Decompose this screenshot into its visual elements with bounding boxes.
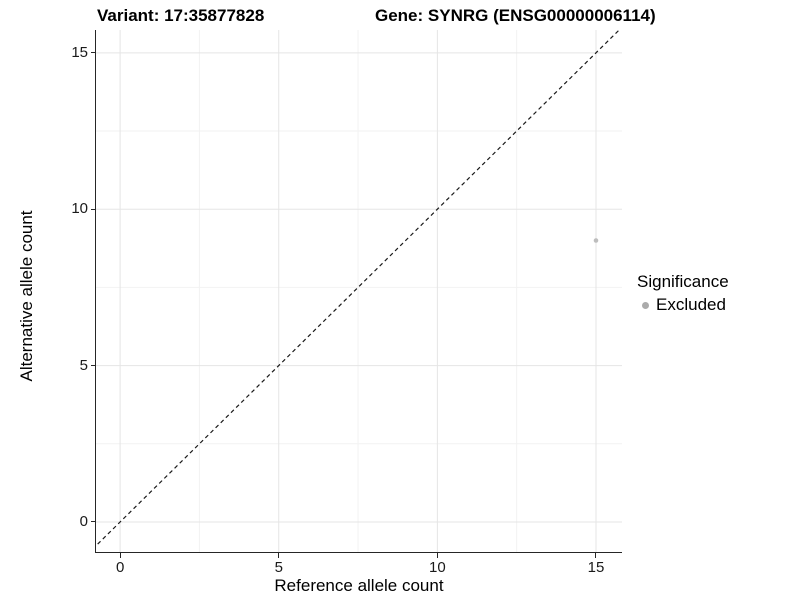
legend: Significance Excluded [637,272,729,315]
legend-key [637,297,654,314]
y-tick-mark [91,365,96,367]
x-tick-label: 5 [274,559,283,576]
x-tick-label: 10 [429,559,446,576]
x-tick-mark [436,553,438,558]
y-tick-label: 0 [79,512,88,530]
x-tick-label: 15 [587,559,605,576]
legend-title: Significance [637,272,729,291]
plot-title-variant: Variant: 17:35877828 [97,6,265,25]
y-tick-label: 15 [71,43,88,61]
legend-item-label: Excluded [656,295,726,314]
y-tick-mark [91,208,96,210]
identity-line [96,30,620,547]
x-axis-title: Reference allele count [274,576,444,595]
y-tick-mark [91,521,96,523]
plot-title-gene: Gene: SYNRG (ENSG00000006114) [375,6,656,25]
x-axis-line [95,552,622,553]
x-tick-mark [278,553,280,558]
y-tick-mark [91,52,96,54]
legend-dot-icon [642,301,649,309]
plot-canvas [96,30,622,552]
legend-item: Excluded [637,295,729,315]
legend-items: Excluded [637,295,729,315]
y-axis-line [95,30,96,553]
x-tick-label: 0 [115,559,125,576]
y-tick-label: 10 [71,200,88,218]
y-tick-label: 5 [79,356,88,374]
data-point [593,238,599,243]
plot-panel [96,30,622,552]
x-tick-mark [119,553,121,558]
x-tick-mark [595,553,597,558]
